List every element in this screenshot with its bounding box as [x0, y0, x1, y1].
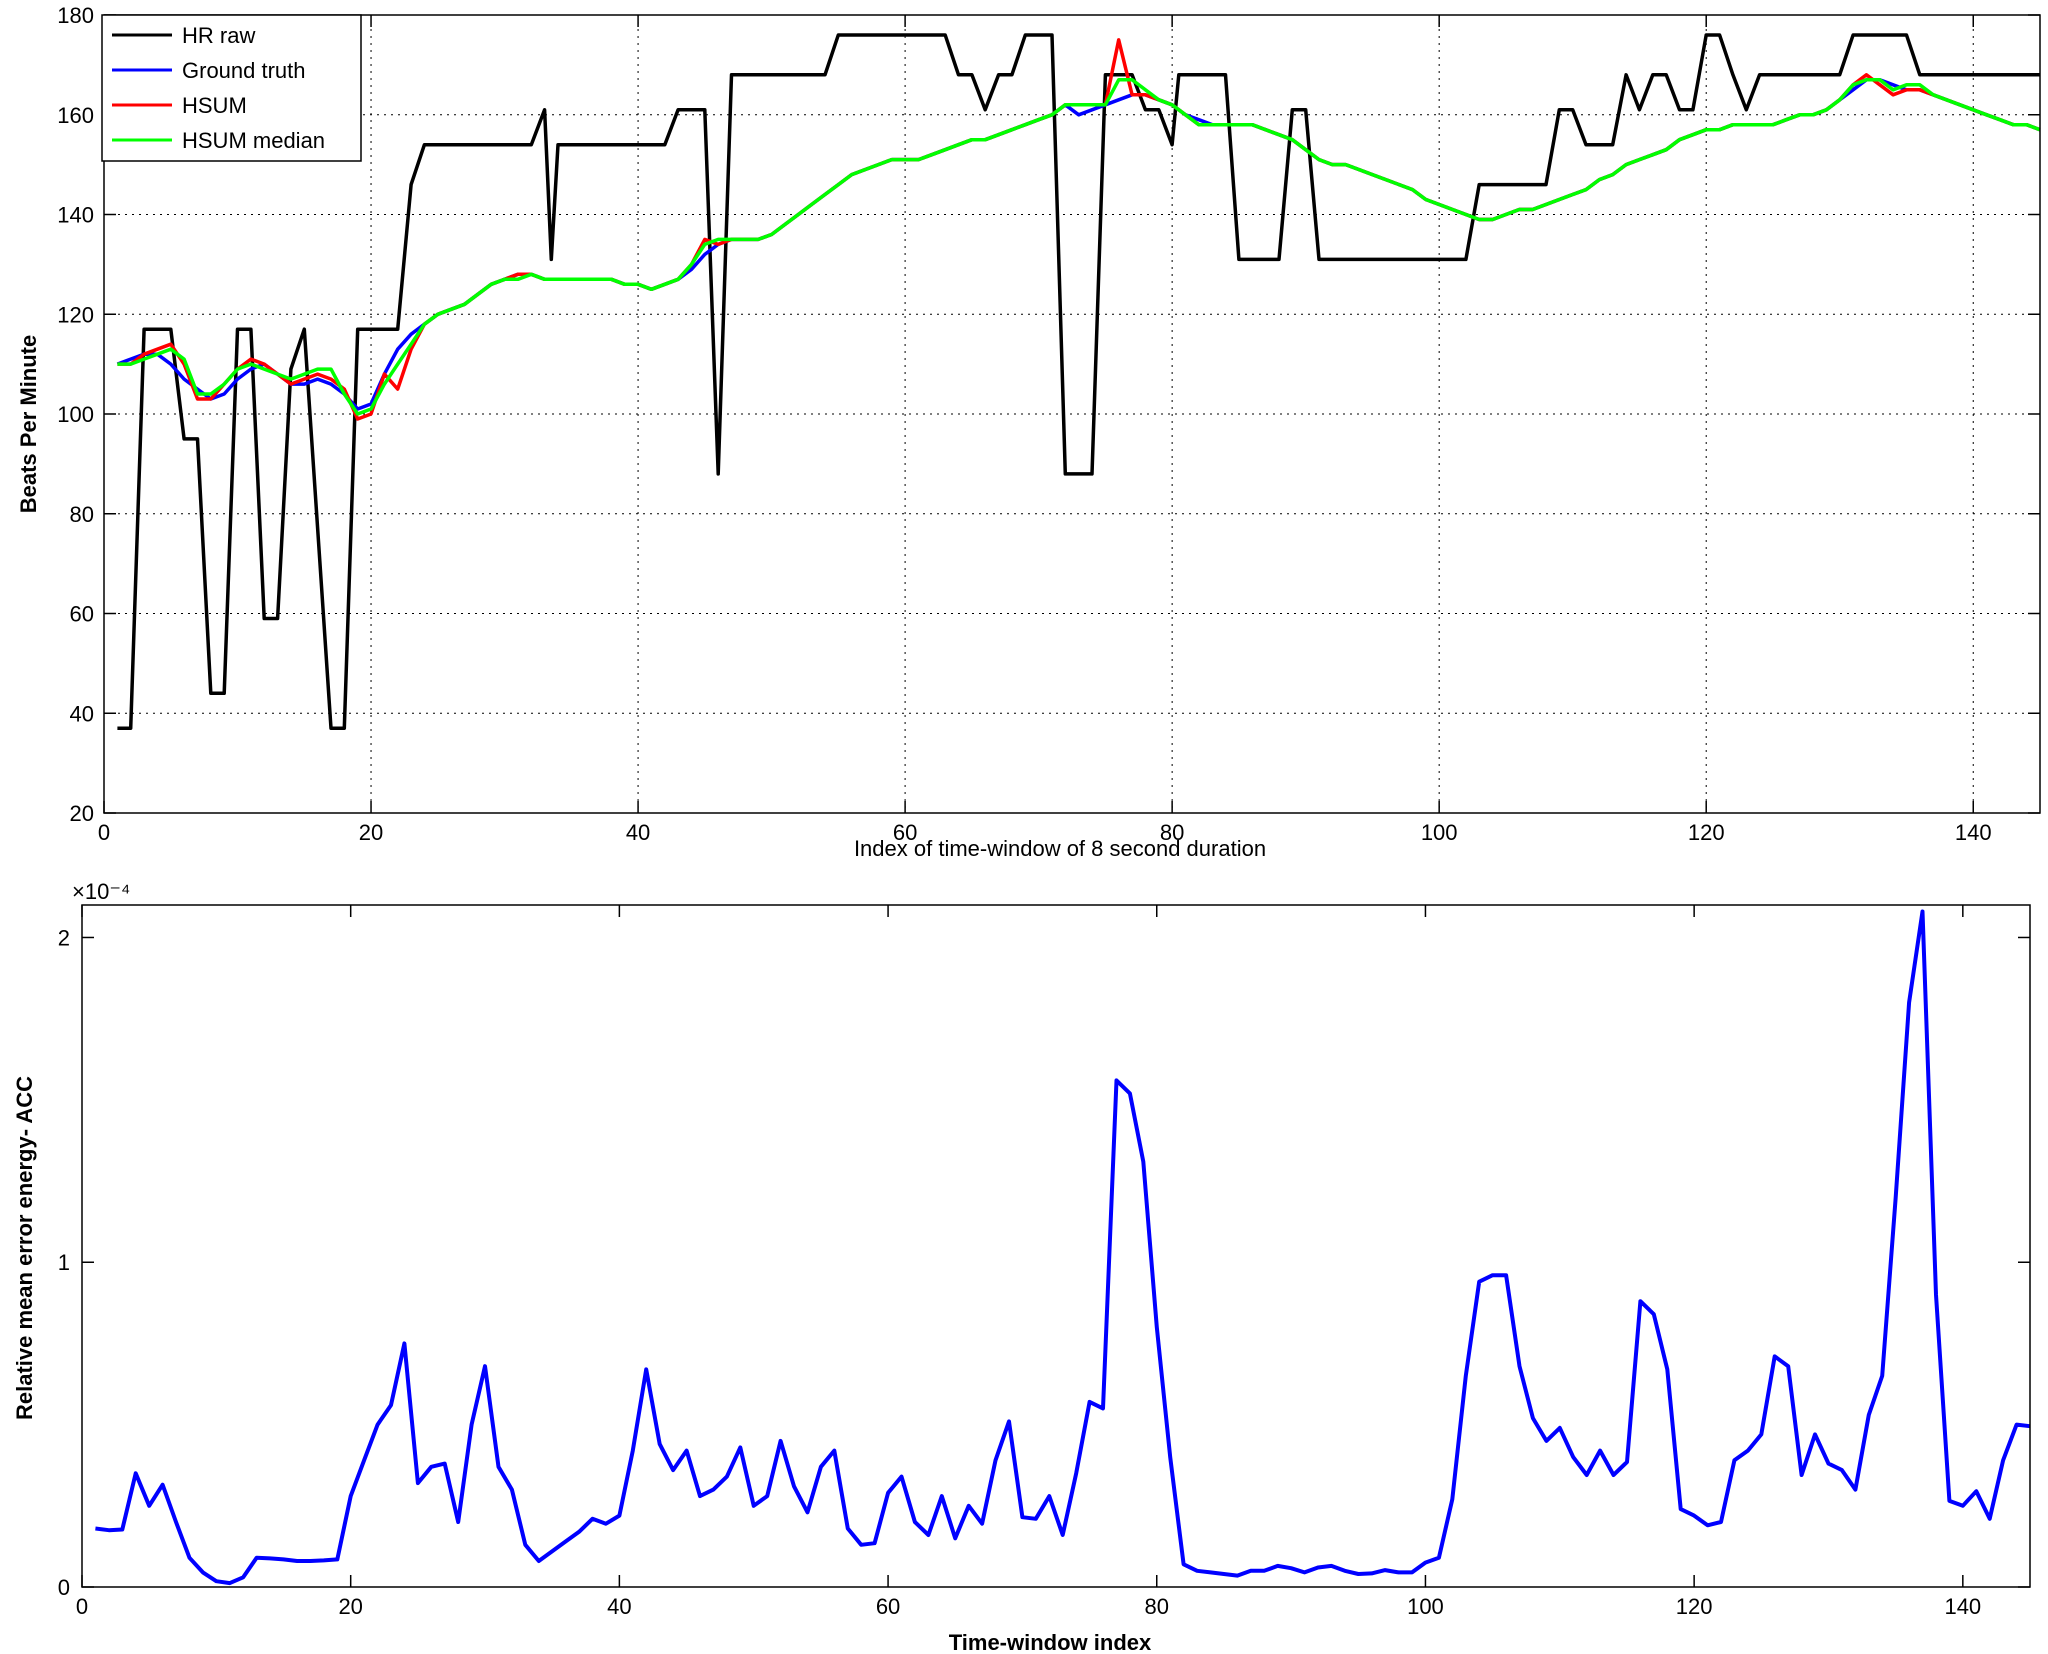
y-tick-label: 20	[70, 801, 94, 826]
x-tick-label: 0	[76, 1594, 88, 1619]
hr-plot-y-tick-labels: 20 40 60 80 100 120 140 160 180	[57, 3, 94, 826]
error-energy-y-axis-label: Relative mean error energy- ACC	[12, 1076, 37, 1420]
hr-plot-grid	[104, 15, 2040, 813]
legend-label-hsum: HSUM	[182, 93, 247, 118]
y-tick-label: 60	[70, 602, 94, 627]
error-energy-series	[95, 909, 2031, 1586]
error-energy-y-tick-labels: 0 1 2	[58, 925, 70, 1600]
y-tick-label: 0	[58, 1575, 70, 1600]
x-tick-label: 60	[893, 820, 917, 845]
x-tick-label: 100	[1407, 1594, 1444, 1619]
error-energy-plot: 0 20 40 60 80 100 120 140 0 1 2 ×10⁻⁴ Time-window…	[12, 879, 2031, 1654]
x-tick-label: 0	[98, 820, 110, 845]
series-line-hsum-median	[117, 78, 2041, 416]
x-tick-label: 40	[626, 820, 650, 845]
error-energy-y-multiplier: ×10⁻⁴	[72, 879, 130, 904]
hr-plot-legend: HR raw Ground truth HSUM HSUM median	[101, 14, 362, 162]
series-line-hr-raw	[117, 33, 2040, 730]
legend-label-hr-raw: HR raw	[182, 23, 255, 48]
y-tick-label: 120	[57, 302, 94, 327]
error-energy-axes	[81, 904, 2031, 1588]
legend-label-hsum-median: HSUM median	[182, 128, 325, 153]
y-tick-label: 160	[57, 103, 94, 128]
y-tick-label: 1	[58, 1250, 70, 1275]
y-tick-label: 100	[57, 402, 94, 427]
error-energy-x-tick-labels: 0 20 40 60 80 100 120 140	[76, 1594, 1981, 1619]
hr-plot-x-tick-labels: 0 20 40 60 80 100 120 140	[98, 820, 1992, 845]
legend-label-ground-truth: Ground truth	[182, 58, 306, 83]
hr-plot-y-axis-label: Beats Per Minute	[16, 335, 41, 514]
legend-box	[101, 14, 362, 162]
hr-plot: 0 20 40 60 80 100 120 140 204060801001201401601…	[16, 3, 2041, 861]
plot-frame	[81, 904, 2031, 1588]
hr-plot-series	[116, 33, 2041, 730]
hr-plot-x-axis-label: Index of time-window of 8 second duratio…	[854, 836, 1266, 861]
x-tick-label: 80	[1145, 1594, 1169, 1619]
hr-plot-axes	[103, 14, 2041, 814]
x-tick-label: 100	[1421, 820, 1458, 845]
x-tick-label: 40	[607, 1594, 631, 1619]
x-tick-label: 140	[1944, 1594, 1981, 1619]
y-tick-label: 140	[57, 203, 94, 228]
series-line-error-energy	[95, 909, 2031, 1586]
x-tick-label: 60	[876, 1594, 900, 1619]
y-tick-label: 40	[70, 701, 94, 726]
y-tick-label: 2	[58, 925, 70, 950]
x-tick-label: 20	[338, 1594, 362, 1619]
y-tick-label: 80	[70, 502, 94, 527]
y-tick-label: 180	[57, 3, 94, 28]
x-tick-label: 120	[1676, 1594, 1713, 1619]
error-energy-x-axis-label: Time-window index	[949, 1630, 1152, 1654]
x-tick-label: 20	[359, 820, 383, 845]
x-tick-label: 140	[1955, 820, 1992, 845]
x-tick-label: 120	[1688, 820, 1725, 845]
x-tick-label: 80	[1160, 820, 1184, 845]
